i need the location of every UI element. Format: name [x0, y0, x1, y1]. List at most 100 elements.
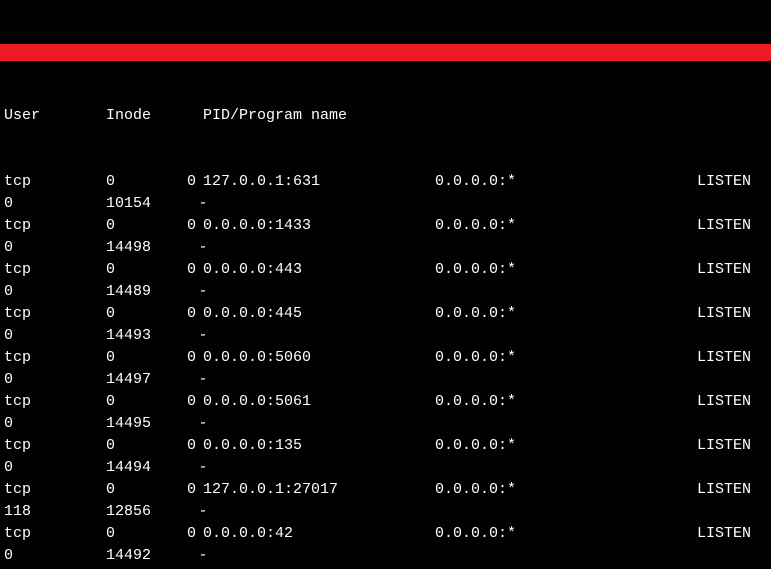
- col-user: 0: [0, 457, 106, 479]
- col-recvq: 0: [106, 259, 173, 281]
- col-recvq: 0: [106, 171, 173, 193]
- col-proto: tcp: [0, 303, 106, 325]
- col-local-address: 127.0.0.1:631: [203, 171, 435, 193]
- col-proto: tcp: [0, 391, 106, 413]
- col-proto: tcp: [0, 523, 106, 545]
- col-recvq: 0: [106, 391, 173, 413]
- col-foreign-address: 0.0.0.0:*: [435, 435, 697, 457]
- col-local-address: 0.0.0.0:5060: [203, 347, 435, 369]
- col-state: LISTEN: [697, 391, 757, 413]
- netstat-line-secondary: 014498-: [0, 237, 771, 259]
- netstat-line-secondary: 11812856-: [0, 501, 771, 523]
- hdr-pid-program: PID/Program name: [203, 105, 403, 127]
- col-proto: tcp: [0, 215, 106, 237]
- col-user: 0: [0, 369, 106, 391]
- col-proto: tcp: [0, 259, 106, 281]
- col-inode: 12856: [106, 501, 173, 523]
- col-inode: 14497: [106, 369, 173, 391]
- col-foreign-address: 0.0.0.0:*: [435, 303, 697, 325]
- col-foreign-address: 0.0.0.0:*: [435, 523, 697, 545]
- netstat-line-secondary: 014494-: [0, 457, 771, 479]
- col-foreign-address: 0.0.0.0:*: [435, 215, 697, 237]
- col-inode: 10154: [106, 193, 173, 215]
- col-sendq: 0: [173, 523, 203, 545]
- col-state: LISTEN: [697, 215, 757, 237]
- col-state: LISTEN: [697, 435, 757, 457]
- col-local-address: 0.0.0.0:5061: [203, 391, 435, 413]
- col-foreign-address: 0.0.0.0:*: [435, 259, 697, 281]
- col-program: -: [173, 237, 233, 259]
- col-recvq: 0: [106, 347, 173, 369]
- terminal-output: UserInode PID/Program name tcp00127.0.0.…: [0, 0, 771, 569]
- col-sendq: 0: [173, 171, 203, 193]
- netstat-line-primary: tcp00127.0.0.1:6310.0.0.0:*LISTEN: [0, 171, 771, 193]
- col-local-address: 0.0.0.0:135: [203, 435, 435, 457]
- col-state: LISTEN: [697, 259, 757, 281]
- col-recvq: 0: [106, 435, 173, 457]
- col-sendq: 0: [173, 391, 203, 413]
- col-user: 118: [0, 501, 106, 523]
- hdr-user: User: [0, 105, 106, 127]
- col-local-address: 0.0.0.0:445: [203, 303, 435, 325]
- netstat-line-primary: tcp000.0.0.0:50610.0.0.0:*LISTEN: [0, 391, 771, 413]
- col-inode: 14498: [106, 237, 173, 259]
- col-user: 0: [0, 325, 106, 347]
- col-program: -: [173, 369, 233, 391]
- col-program: -: [173, 501, 233, 523]
- col-sendq: 0: [173, 435, 203, 457]
- col-proto: tcp: [0, 479, 106, 501]
- col-foreign-address: 0.0.0.0:*: [435, 347, 697, 369]
- netstat-line-primary: tcp000.0.0.0:1350.0.0.0:*LISTEN: [0, 435, 771, 457]
- col-local-address: 127.0.0.1:27017: [203, 479, 435, 501]
- col-sendq: 0: [173, 259, 203, 281]
- col-state: LISTEN: [697, 523, 757, 545]
- col-proto: tcp: [0, 171, 106, 193]
- col-program: -: [173, 413, 233, 435]
- netstat-line-secondary: 014492-: [0, 545, 771, 567]
- col-sendq: 0: [173, 303, 203, 325]
- col-program: -: [173, 325, 233, 347]
- netstat-line-primary: tcp000.0.0.0:50600.0.0.0:*LISTEN: [0, 347, 771, 369]
- hdr-inode: Inode: [106, 105, 173, 127]
- netstat-line-secondary: 014497-: [0, 369, 771, 391]
- netstat-line-secondary: 010154-: [0, 193, 771, 215]
- col-program: -: [173, 457, 233, 479]
- netstat-line-primary: tcp00127.0.0.1:270170.0.0.0:*LISTEN: [0, 479, 771, 501]
- window-titlebar: [0, 44, 771, 61]
- col-state: LISTEN: [697, 347, 757, 369]
- col-state: LISTEN: [697, 303, 757, 325]
- col-state: LISTEN: [697, 171, 757, 193]
- netstat-line-secondary: 014493-: [0, 325, 771, 347]
- hdr-spacer: [173, 105, 203, 127]
- col-sendq: 0: [173, 215, 203, 237]
- col-program: -: [173, 193, 233, 215]
- col-program: -: [173, 545, 233, 567]
- col-proto: tcp: [0, 347, 106, 369]
- col-inode: 14494: [106, 457, 173, 479]
- col-user: 0: [0, 545, 106, 567]
- col-foreign-address: 0.0.0.0:*: [435, 391, 697, 413]
- col-recvq: 0: [106, 215, 173, 237]
- col-user: 0: [0, 281, 106, 303]
- col-state: LISTEN: [697, 479, 757, 501]
- col-program: -: [173, 281, 233, 303]
- netstat-line-primary: tcp000.0.0.0:4450.0.0.0:*LISTEN: [0, 303, 771, 325]
- col-user: 0: [0, 193, 106, 215]
- col-local-address: 0.0.0.0:42: [203, 523, 435, 545]
- netstat-line-primary: tcp000.0.0.0:14330.0.0.0:*LISTEN: [0, 215, 771, 237]
- col-user: 0: [0, 237, 106, 259]
- col-user: 0: [0, 413, 106, 435]
- col-inode: 14489: [106, 281, 173, 303]
- col-foreign-address: 0.0.0.0:*: [435, 479, 697, 501]
- col-inode: 14493: [106, 325, 173, 347]
- netstat-line-secondary: 014489-: [0, 281, 771, 303]
- header-row: UserInode PID/Program name: [0, 105, 771, 127]
- col-inode: 14495: [106, 413, 173, 435]
- netstat-body: tcp00127.0.0.1:6310.0.0.0:*LISTEN010154-…: [0, 171, 771, 569]
- col-recvq: 0: [106, 523, 173, 545]
- netstat-line-secondary: 014495-: [0, 413, 771, 435]
- col-local-address: 0.0.0.0:1433: [203, 215, 435, 237]
- col-local-address: 0.0.0.0:443: [203, 259, 435, 281]
- col-proto: tcp: [0, 435, 106, 457]
- col-foreign-address: 0.0.0.0:*: [435, 171, 697, 193]
